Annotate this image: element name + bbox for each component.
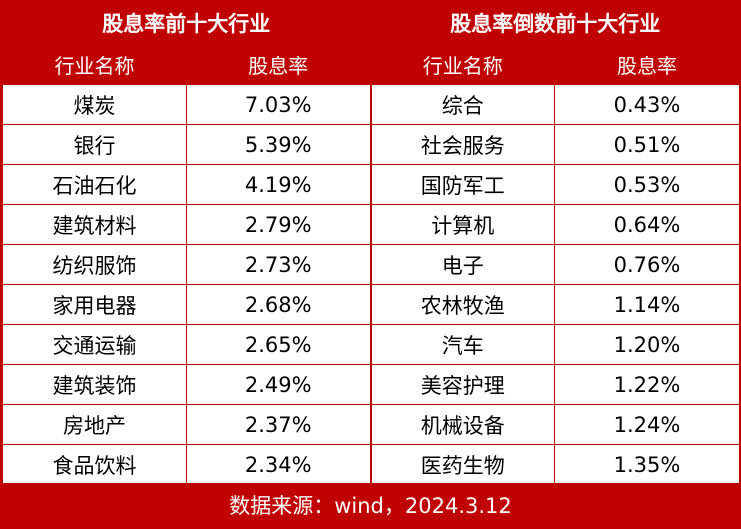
bottom-industry-cell: 美容护理	[369, 364, 555, 405]
table-row: 食品饮料 2.34% 医药生物 1.35%	[2, 444, 740, 485]
top-ten-title: 股息率前十大行业	[2, 2, 371, 44]
bottom-col-industry: 行业名称	[369, 43, 555, 85]
bottom-industry-cell: 社会服务	[369, 124, 555, 165]
table-row: 建筑装饰 2.49% 美容护理 1.22%	[2, 364, 740, 405]
top-yield-cell: 2.73%	[186, 244, 371, 285]
bottom-industry-cell: 电子	[369, 244, 555, 285]
top-industry-cell: 石油石化	[2, 164, 187, 205]
bottom-yield-cell: 0.76%	[554, 244, 740, 285]
bottom-yield-cell: 0.53%	[554, 164, 740, 205]
top-yield-cell: 2.37%	[186, 404, 371, 445]
bottom-industry-cell: 综合	[369, 84, 555, 125]
dividend-yield-table: 股息率前十大行业 股息率倒数前十大行业 行业名称 股息率 行业名称 股息率 煤炭…	[2, 2, 740, 485]
table-row: 煤炭 7.03% 综合 0.43%	[2, 84, 740, 125]
table-row: 建筑材料 2.79% 计算机 0.64%	[2, 204, 740, 245]
top-yield-cell: 2.65%	[186, 324, 371, 365]
table-row: 石油石化 4.19% 国防军工 0.53%	[2, 164, 740, 205]
table-row: 交通运输 2.65% 汽车 1.20%	[2, 324, 740, 365]
top-yield-cell: 5.39%	[186, 124, 371, 165]
top-industry-cell: 食品饮料	[2, 444, 187, 485]
top-yield-cell: 2.79%	[186, 204, 371, 245]
bottom-industry-cell: 机械设备	[369, 404, 555, 445]
top-industry-cell: 煤炭	[2, 84, 187, 125]
top-yield-cell: 2.68%	[186, 284, 371, 325]
bottom-industry-cell: 计算机	[369, 204, 555, 245]
top-industry-cell: 家用电器	[2, 284, 187, 325]
table-body: 煤炭 7.03% 综合 0.43% 银行 5.39% 社会服务 0.51% 石油石化 4.19% 国…	[2, 84, 740, 485]
bottom-yield-cell: 1.22%	[554, 364, 740, 405]
top-industry-cell: 建筑装饰	[2, 364, 187, 405]
table-row: 银行 5.39% 社会服务 0.51%	[2, 124, 740, 165]
table-row: 纺织服饰 2.73% 电子 0.76%	[2, 244, 740, 285]
bottom-yield-cell: 1.35%	[554, 444, 740, 485]
bottom-yield-cell: 0.51%	[554, 124, 740, 165]
top-industry-cell: 建筑材料	[2, 204, 187, 245]
bottom-industry-cell: 农林牧渔	[369, 284, 555, 325]
top-yield-cell: 4.19%	[186, 164, 371, 205]
bottom-yield-cell: 0.64%	[554, 204, 740, 245]
bottom-ten-title: 股息率倒数前十大行业	[369, 2, 740, 44]
bottom-yield-cell: 0.43%	[554, 84, 740, 125]
column-header-row: 行业名称 股息率 行业名称 股息率	[2, 43, 740, 85]
top-industry-cell: 纺织服饰	[2, 244, 187, 285]
data-source-footer: 数据来源：wind，2024.3.12	[2, 483, 739, 527]
top-industry-cell: 银行	[2, 124, 187, 165]
top-yield-cell: 7.03%	[186, 84, 371, 125]
table-title-row: 股息率前十大行业 股息率倒数前十大行业	[2, 2, 740, 44]
top-col-industry: 行业名称	[2, 43, 187, 85]
table-row: 家用电器 2.68% 农林牧渔 1.14%	[2, 284, 740, 325]
bottom-industry-cell: 汽车	[369, 324, 555, 365]
bottom-industry-cell: 国防军工	[369, 164, 555, 205]
bottom-yield-cell: 1.24%	[554, 404, 740, 445]
bottom-industry-cell: 医药生物	[369, 444, 555, 485]
top-industry-cell: 交通运输	[2, 324, 187, 365]
bottom-col-yield: 股息率	[554, 43, 740, 85]
bottom-yield-cell: 1.14%	[554, 284, 740, 325]
top-yield-cell: 2.49%	[186, 364, 371, 405]
top-col-yield: 股息率	[186, 43, 371, 85]
bottom-yield-cell: 1.20%	[554, 324, 740, 365]
top-yield-cell: 2.34%	[186, 444, 371, 485]
top-industry-cell: 房地产	[2, 404, 187, 445]
table-row: 房地产 2.37% 机械设备 1.24%	[2, 404, 740, 445]
